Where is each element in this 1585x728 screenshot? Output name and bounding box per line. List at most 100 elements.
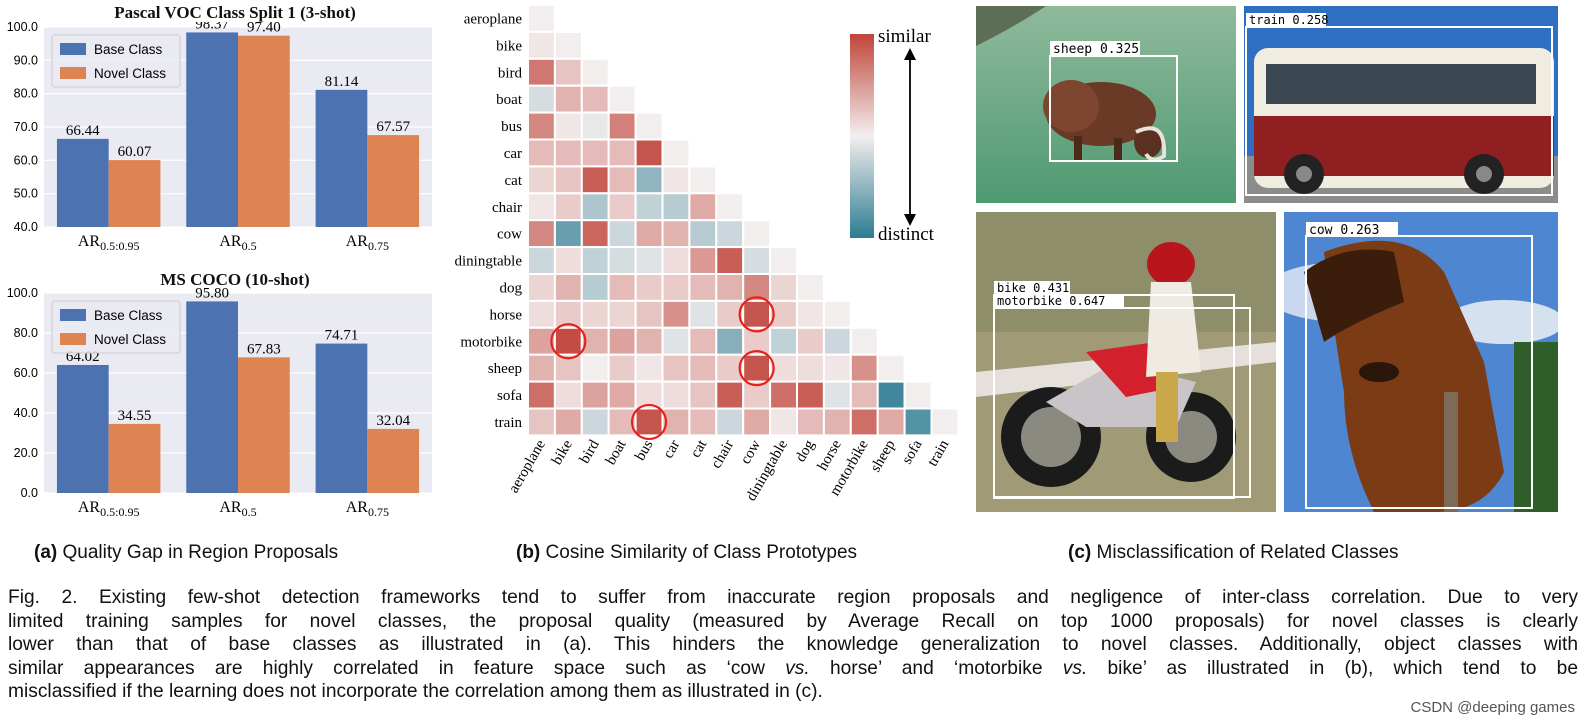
heatmap-cell xyxy=(580,138,610,168)
heatmap-cell xyxy=(661,138,691,168)
voc-ytick-label: 90.0 xyxy=(14,53,38,67)
heatmap-row-label: train xyxy=(495,415,523,431)
heatmap-cell xyxy=(527,380,556,410)
heatmap-row-label: chair xyxy=(492,200,522,216)
heatmap-cell xyxy=(688,165,718,195)
heatmap-cell xyxy=(553,30,583,60)
heatmap-cell xyxy=(553,273,583,302)
voc-bar-value-label: 98.37 xyxy=(195,22,229,32)
voc-bar-value-label: 81.14 xyxy=(325,74,359,90)
heatmap-cell xyxy=(661,192,691,222)
subcaption-b: (b) Cosine Similarity of Class Prototype… xyxy=(516,542,857,564)
heatmap-cell xyxy=(580,165,610,195)
caption-line: lower than that of base classes as illus… xyxy=(8,634,1578,656)
colorbar-label-distinct: distinct xyxy=(878,224,935,245)
heatmap-row-label: sofa xyxy=(497,388,522,404)
detection-overlay: sheep 0.325 train 0.258 bike 0.431 motor… xyxy=(993,13,1553,509)
heatmap-cell xyxy=(849,380,879,410)
heatmap-cell xyxy=(607,299,637,329)
heatmap-cell xyxy=(688,353,718,383)
heatmap-cell xyxy=(607,380,637,410)
heatmap-cell xyxy=(634,192,664,222)
voc-legend: Base Class Novel Class xyxy=(51,34,181,88)
heatmap-cell xyxy=(527,84,556,114)
heatmap-col-label: train xyxy=(925,437,953,469)
heatmap-cell xyxy=(580,57,610,87)
heatmap-row-label: motorbike xyxy=(460,334,522,350)
voc-bar-novel xyxy=(367,135,420,227)
heatmap-cell xyxy=(553,111,583,141)
heatmap-cell xyxy=(715,219,745,249)
voc-legend-label: Base Class xyxy=(94,42,163,57)
heatmap-row-label: boat xyxy=(496,92,523,108)
heatmap-col-label: bus xyxy=(632,437,656,463)
heatmap-cell xyxy=(607,273,637,302)
colorbar xyxy=(850,34,874,238)
heatmap-cell xyxy=(688,192,718,222)
caption-line: Fig. 2. Existing few-shot detection fram… xyxy=(8,587,1578,608)
heatmap-cell xyxy=(634,219,664,249)
coco-bar-base xyxy=(186,301,238,493)
heatmap-col-label: dog xyxy=(793,437,818,465)
voc-bar-value-label: 67.57 xyxy=(376,119,410,135)
heatmap-cell xyxy=(903,407,933,437)
heatmap-col-label: bird xyxy=(577,437,603,466)
heatmap-highlight-circle xyxy=(738,296,775,333)
voc-bar-novel xyxy=(238,35,290,227)
heatmap-cell xyxy=(527,407,556,437)
heatmap-cell xyxy=(822,407,852,437)
det-box-motorbike xyxy=(993,307,1251,498)
heatmap-cell xyxy=(715,273,745,302)
heatmap-cell xyxy=(580,380,610,410)
voc-ytick-label: 50.0 xyxy=(14,187,38,201)
heatmap-row-label: bird xyxy=(498,65,523,81)
heatmap-row-label: cow xyxy=(497,227,522,243)
heatmap-cell xyxy=(849,407,879,437)
subcaption-b-tag: (b) xyxy=(516,542,541,563)
det-box-bike xyxy=(993,294,1235,499)
heatmap-cell xyxy=(553,138,583,168)
heatmap-cell xyxy=(742,353,772,383)
coco-ytick-label: 0.0 xyxy=(21,486,38,500)
heatmap-cell xyxy=(742,246,772,276)
coco-bar-novel xyxy=(108,423,161,493)
heatmap-cell xyxy=(661,326,691,356)
det-label-bg-cow xyxy=(1306,222,1398,236)
heatmap-cell xyxy=(688,380,718,410)
photo-motorbike xyxy=(976,212,1276,512)
heatmap-cell xyxy=(769,407,799,437)
heatmap-cell xyxy=(607,84,637,114)
subcaption-a-tag: (a) xyxy=(34,542,58,563)
heatmap-cell xyxy=(580,273,610,302)
heatmap-cell xyxy=(661,353,691,383)
heatmap-cell xyxy=(553,84,583,114)
heatmap-cell xyxy=(769,273,799,302)
heatmap-cell xyxy=(688,299,718,329)
heatmap-cell xyxy=(661,219,691,249)
heatmap-row-label: car xyxy=(504,146,522,162)
heatmap-cell xyxy=(634,165,664,195)
heatmap-cell xyxy=(715,326,745,356)
voc-bar-base xyxy=(186,32,238,227)
photo-horse xyxy=(1284,212,1558,512)
heatmap-cell xyxy=(527,165,556,195)
voc-ytick-label: 80.0 xyxy=(14,87,38,101)
chart-voc: 40.0 50.0 60.0 70.0 80.0 90.0 100.0 66.44 60.07 A… xyxy=(7,22,432,253)
subcaption-a-text: Quality Gap in Region Proposals xyxy=(62,542,339,563)
heatmap-cell xyxy=(715,380,745,410)
heatmap-cell xyxy=(634,353,664,383)
coco-ytick-label: 40.0 xyxy=(14,406,38,420)
arrow-up-icon xyxy=(904,48,916,60)
heatmap-cell xyxy=(607,246,637,276)
heatmap-cell xyxy=(607,326,637,356)
heatmap-cell xyxy=(796,326,825,356)
voc-xtick-label: AR0.5 xyxy=(219,233,256,253)
heatmap-cell xyxy=(553,326,583,356)
heatmap-cell xyxy=(553,57,583,87)
heatmap-cell xyxy=(553,219,583,249)
heatmap-col-label: aeroplane xyxy=(506,437,549,496)
coco-xtick-label: AR0.5 xyxy=(219,499,256,519)
voc-legend-swatch xyxy=(60,67,86,79)
heatmap-cell xyxy=(796,407,825,437)
coco-xtick-label: AR0.5:0.95 xyxy=(78,499,140,519)
